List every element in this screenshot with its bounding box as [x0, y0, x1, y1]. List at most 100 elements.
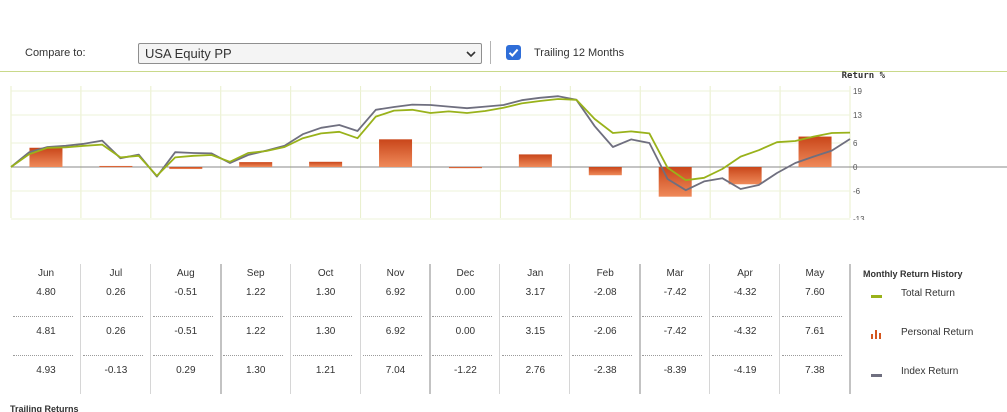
chart-bars — [29, 136, 832, 197]
compare-select[interactable]: USA Equity PP — [138, 43, 482, 64]
y-tick-label: 6 — [853, 139, 858, 148]
total-return-cell: 1.22 — [245, 287, 266, 298]
compare-select-value: USA Equity PP — [145, 46, 232, 61]
bar-jan — [518, 154, 552, 167]
month-header: Feb — [596, 268, 614, 279]
total-return-cell: 4.80 — [36, 287, 56, 298]
chart-lines — [10, 95, 851, 192]
month-header: Apr — [737, 268, 753, 279]
total-return-cell: 7.60 — [805, 287, 825, 298]
total-return-line — [10, 98, 851, 182]
total-return-cell: 3.17 — [525, 287, 546, 298]
y-axis-title: Return % — [842, 71, 886, 81]
line-swatch-icon — [871, 374, 882, 377]
row-divider — [13, 316, 73, 317]
bar-jul — [99, 165, 133, 168]
total-return-cell: -4.32 — [733, 287, 757, 298]
index-return-cell: -4.19 — [733, 365, 757, 376]
y-tick-label: 13 — [853, 111, 862, 120]
column-separator — [569, 264, 571, 394]
column-separator — [848, 264, 851, 394]
column-separator — [289, 264, 291, 394]
row-divider — [432, 316, 493, 317]
row-divider — [222, 316, 283, 317]
bar-nov — [379, 139, 413, 167]
row-divider — [82, 316, 143, 317]
y-tick-label: -13 — [853, 215, 865, 220]
column-separator — [429, 264, 432, 394]
index-return-cell: 1.21 — [315, 365, 336, 376]
row-divider — [572, 355, 633, 356]
bar-sep — [239, 162, 273, 167]
row-divider — [152, 355, 213, 356]
return-chart: 19 13 6 0 -6 -13 Return % — [10, 71, 1007, 220]
month-header: Jan — [527, 268, 544, 279]
total-return-cell: 0.00 — [455, 287, 476, 298]
personal-return-cell: 7.61 — [805, 326, 825, 337]
personal-return-cell: 1.30 — [315, 326, 336, 337]
total-return-cell: 0.26 — [106, 287, 126, 298]
index-return-cell: 7.04 — [385, 365, 406, 376]
month-header: May — [805, 268, 825, 279]
line-swatch-icon — [871, 295, 882, 298]
row-divider — [781, 355, 842, 356]
index-return-cell: 7.38 — [805, 365, 825, 376]
chevron-down-icon — [466, 51, 476, 58]
row-divider — [362, 316, 423, 317]
row-divider — [502, 316, 563, 317]
chart-y-axis: 19 13 6 0 -6 -13 — [853, 87, 865, 220]
y-tick-label: 0 — [853, 163, 858, 172]
month-header: Dec — [456, 268, 475, 279]
month-header: Sep — [246, 268, 265, 279]
row-divider — [781, 316, 842, 317]
column-separator — [219, 264, 222, 394]
row-divider — [82, 355, 143, 356]
index-return-cell: 1.30 — [245, 365, 266, 376]
personal-return-cell: 3.15 — [525, 326, 546, 337]
personal-return-cell: 6.92 — [385, 326, 406, 337]
row-divider — [502, 355, 563, 356]
index-return-cell: 4.93 — [36, 365, 56, 376]
month-header: Nov — [386, 268, 405, 279]
legend-index-label: Index Return — [901, 366, 959, 377]
trailing-returns-heading: Trailing Returns — [10, 404, 79, 412]
column-separator — [149, 264, 151, 394]
column-separator — [709, 264, 710, 394]
personal-return-cell: 0.00 — [455, 326, 476, 337]
bar-chart-icon — [871, 330, 881, 339]
bar-jun — [29, 147, 63, 167]
personal-return-cell: -0.51 — [174, 326, 198, 337]
index-return-cell: -2.38 — [593, 365, 617, 376]
personal-return-cell: 4.81 — [36, 326, 56, 337]
y-tick-label: 19 — [853, 87, 862, 96]
index-return-cell: 0.29 — [176, 365, 196, 376]
row-divider — [292, 316, 353, 317]
row-divider — [712, 355, 772, 356]
toolbar-divider — [490, 41, 491, 64]
row-divider — [432, 355, 493, 356]
toolbar: Compare to: USA Equity PP Trailing 12 Mo… — [0, 0, 1007, 72]
column-separator — [499, 264, 501, 394]
bar-dec — [448, 167, 482, 169]
column-separator — [79, 264, 81, 394]
month-header: Mar — [666, 268, 684, 279]
personal-return-cell: 0.26 — [106, 326, 126, 337]
column-separator — [359, 264, 361, 394]
check-icon — [508, 48, 519, 57]
compare-label: Compare to: — [25, 47, 86, 59]
bar-feb — [588, 167, 622, 176]
legend-personal-label: Personal Return — [901, 327, 974, 338]
trailing-checkbox[interactable] — [506, 45, 521, 60]
row-divider — [362, 355, 423, 356]
legend-total-label: Total Return — [901, 288, 955, 299]
month-header: Jul — [109, 268, 123, 279]
row-divider — [152, 316, 213, 317]
total-return-cell: -0.51 — [174, 287, 198, 298]
column-separator — [639, 264, 642, 394]
bar-oct — [309, 161, 343, 167]
total-return-cell: 1.30 — [315, 287, 336, 298]
personal-return-cell: -4.32 — [733, 326, 757, 337]
row-divider — [13, 355, 73, 356]
total-return-cell: -7.42 — [663, 287, 687, 298]
month-header: Aug — [176, 268, 195, 279]
